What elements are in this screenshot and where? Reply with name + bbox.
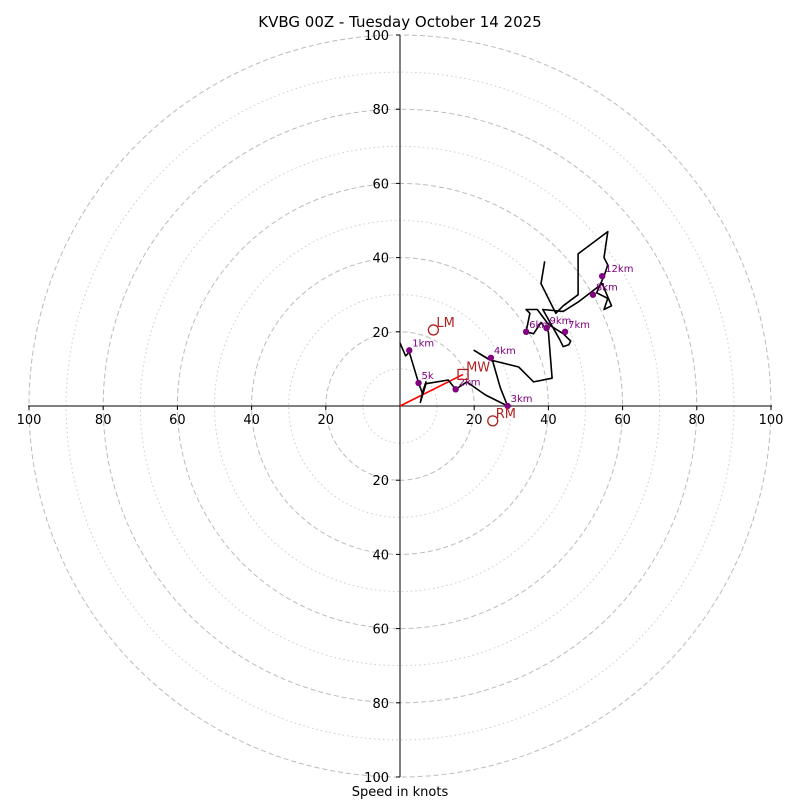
x-tick-label: 20 [318, 413, 335, 428]
height-marker-label: 3km [511, 394, 533, 405]
height-marker-label: 2km [459, 377, 481, 388]
height-marker-label: 8km [596, 283, 618, 294]
y-tick-label: 60 [372, 177, 389, 192]
x-tick-label: 80 [689, 413, 706, 428]
height-marker-dot [598, 272, 606, 280]
x-tick-label: 40 [540, 413, 557, 428]
storm-motion-label: MW [466, 360, 490, 375]
storm-motion-marker [457, 368, 469, 381]
y-tick-label: 100 [364, 29, 389, 44]
y-tick-label: 80 [372, 103, 389, 118]
height-marker-dot [487, 354, 495, 361]
x-tick-label: 100 [17, 413, 42, 428]
y-tick-label: 40 [372, 548, 389, 563]
x-tick-label: 80 [95, 413, 112, 428]
mean-wind-vector [399, 373, 464, 407]
height-marker-dot [589, 291, 597, 298]
x-tick-label: 20 [466, 413, 483, 428]
height-marker-dot [415, 379, 422, 387]
height-marker-dot [406, 347, 413, 354]
storm-motion-marker [427, 324, 440, 336]
x-axis-label: Speed in knots [352, 785, 449, 800]
storm-motion-markers: LM MW RM [427, 316, 516, 427]
height-marker-label: 7km [568, 320, 590, 331]
height-marker-dot [522, 328, 530, 335]
height-marker-dot [543, 324, 550, 332]
chart-title: KVBG 00Z - Tuesday October 14 2025 [258, 13, 541, 31]
x-tick-label: 100 [759, 413, 784, 428]
y-tick-label: 80 [372, 697, 389, 712]
storm-motion-marker [487, 415, 499, 427]
height-marker-label: 6km [529, 320, 551, 331]
height-marker-label: 1km [412, 338, 434, 349]
height-marker-label: 9km [550, 316, 572, 327]
y-tick-label: 40 [372, 252, 389, 267]
height-marker-label: 4km [494, 346, 516, 357]
x-tick-label: 60 [614, 413, 631, 428]
storm-motion-label: LM [436, 316, 454, 331]
hodograph-series [399, 230, 613, 407]
height-marker-label: 5k [422, 371, 434, 382]
storm-motion-label: RM [496, 407, 516, 422]
x-tick-label: 40 [243, 413, 260, 428]
tick-labels: 100 80 60 40 20 20 40 60 80 100 100 80 60 40 20 20 40 60 8… [17, 29, 784, 786]
x-tick-label: 60 [169, 413, 186, 428]
y-tick-label: 100 [364, 771, 389, 786]
y-tick-label: 20 [372, 326, 389, 341]
height-marker-label: 12km [605, 264, 633, 275]
height-marker-dot [561, 328, 569, 335]
height-markers: 1km 2km 3km 4km 5k 6km 7km 8km 9km 12km [406, 264, 633, 410]
y-tick-label: 20 [372, 474, 389, 489]
y-tick-label: 60 [372, 623, 389, 638]
height-marker-dot [504, 402, 511, 410]
hodograph-line [399, 230, 613, 407]
height-marker-dot [452, 386, 459, 393]
